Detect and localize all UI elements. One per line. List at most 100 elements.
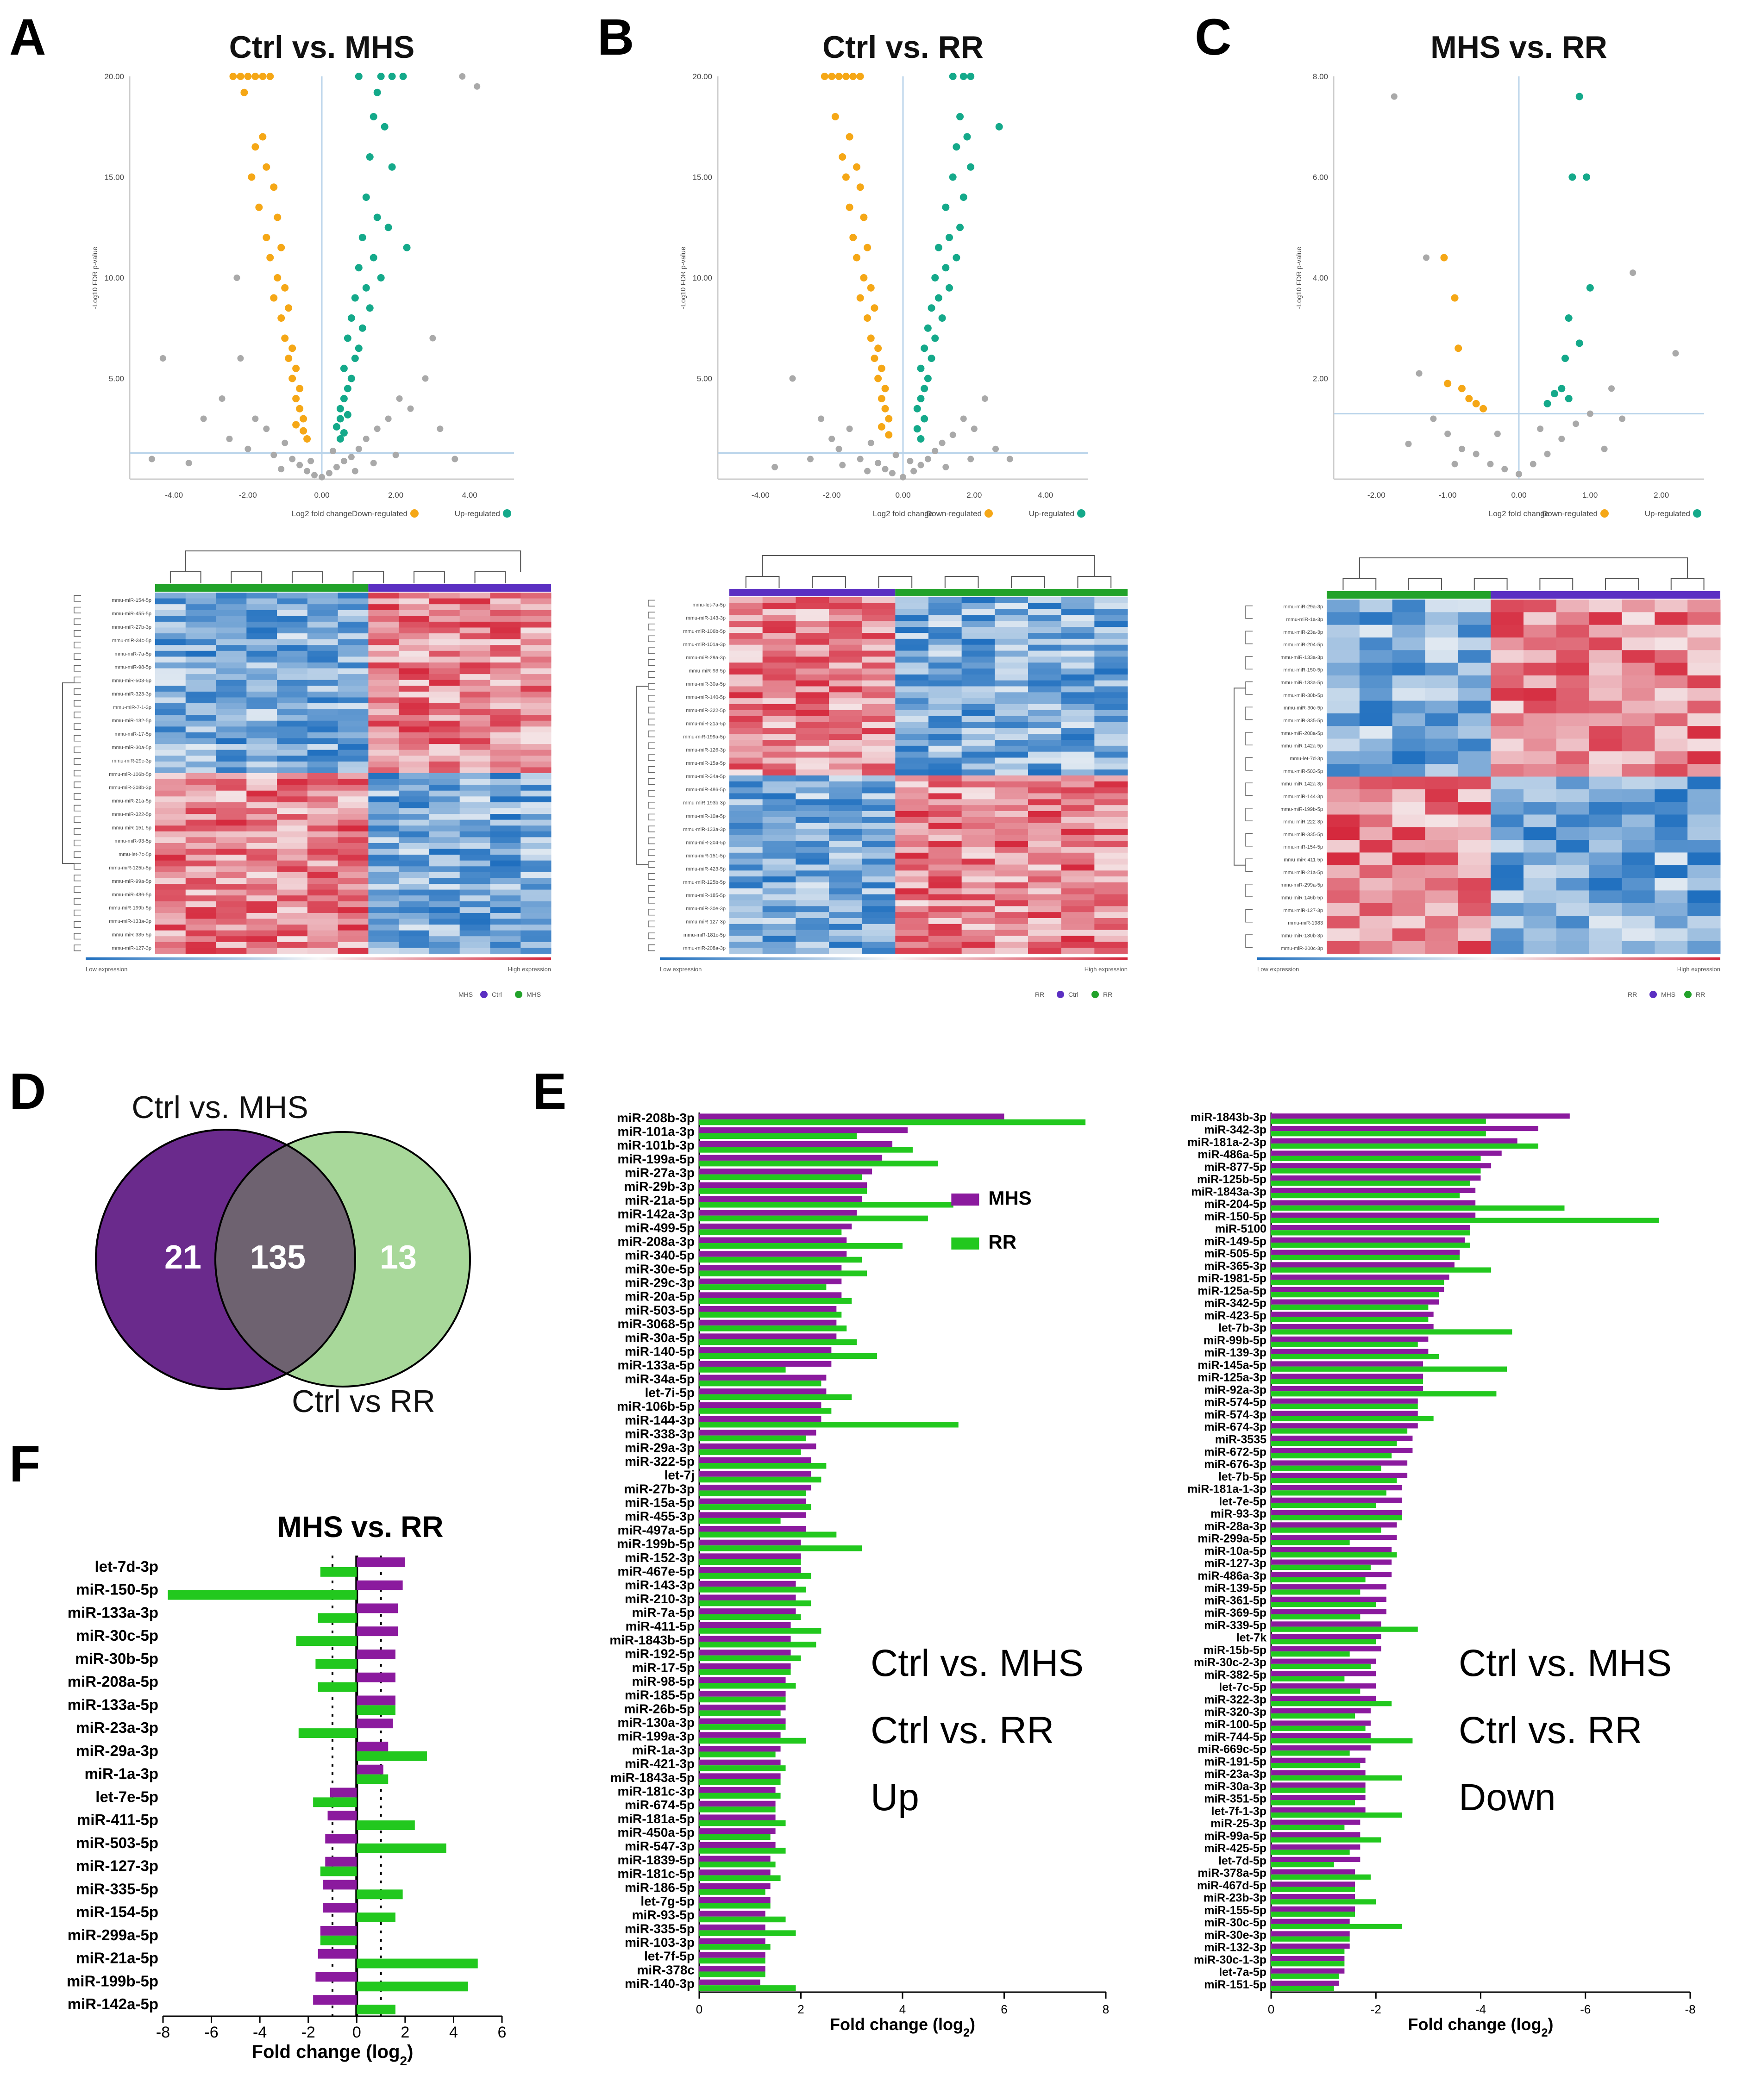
bar-rr: [1271, 1391, 1497, 1397]
heatmap-cell: [762, 906, 796, 912]
heatmap-cell: [216, 703, 247, 710]
heatmap-cell: [995, 627, 1028, 633]
y-tick-label: 5.00: [697, 375, 712, 383]
point-up-regulated: [358, 324, 366, 332]
bar-rr: [699, 1119, 1086, 1125]
row-dendrogram-branch: [648, 659, 655, 666]
heatmap-cell: [429, 866, 460, 873]
heatmap-cell: [185, 907, 217, 913]
category-label: miR-27a-3p: [625, 1166, 695, 1180]
heatmap-cell: [895, 858, 929, 865]
row-dendrogram-branch: [74, 851, 81, 858]
heatmap-cell: [185, 715, 217, 721]
heatmap-cell: [1061, 597, 1095, 604]
heatmap-cell: [1556, 865, 1590, 878]
category-label: miR-181a-2-3p: [1187, 1136, 1266, 1149]
heatmap-cell: [368, 790, 399, 797]
category-label: miR-450a-5p: [617, 1825, 695, 1840]
heatmap-cell: [155, 895, 186, 902]
heatmap-cell: [1028, 698, 1062, 705]
heatmap-cell: [961, 864, 995, 871]
heatmap-cell: [729, 847, 763, 853]
bar-mhs: [1271, 1497, 1402, 1503]
heatmap-cell: [729, 942, 763, 948]
point-up-regulated: [928, 304, 935, 312]
heatmap-cell: [1094, 864, 1128, 871]
legend-up-label: Up-regulated: [455, 509, 500, 518]
heatmap-cell: [429, 604, 460, 611]
heatmap-cell: [246, 697, 277, 704]
heatmap-cell: [185, 790, 217, 797]
bar-rr: [1271, 1527, 1381, 1533]
bar-mhs: [699, 1814, 776, 1820]
heatmap-cell: [185, 860, 217, 867]
heatmap-cell: [1524, 916, 1557, 929]
point-down-regulated: [1472, 400, 1480, 407]
heatmap-cell: [928, 656, 962, 663]
heatmap-cell: [1524, 814, 1557, 828]
heatmap-cell: [307, 697, 339, 704]
heatmap-cell: [429, 779, 460, 785]
heatmap-cell: [1028, 662, 1062, 669]
heatmap-cell: [520, 849, 552, 855]
y-tick-label: 4.00: [1313, 274, 1328, 282]
heatmap-cell: [307, 796, 339, 803]
heatmap-cell: [338, 942, 369, 948]
heatmap-cell: [928, 745, 962, 752]
heatmap-row-label: mmu-miR-101a-3p: [683, 642, 726, 648]
heatmap-cell: [490, 738, 521, 744]
bar-rr: [699, 1339, 857, 1345]
heatmap-cell: [895, 942, 929, 948]
heatmap-cell: [490, 843, 521, 850]
heatmap-cell: [1458, 738, 1491, 752]
heatmap-cell: [796, 805, 829, 812]
point-down-regulated: [292, 421, 300, 429]
heatmap-cell: [216, 919, 247, 925]
bar-rr: [699, 1174, 862, 1181]
heatmap-cell: [185, 744, 217, 750]
heatmap-cell: [185, 703, 217, 710]
heatmap-cell: [1094, 823, 1128, 829]
heatmap-cell: [895, 930, 929, 936]
heatmap-row-label: mmu-miR-133a-3p: [109, 919, 151, 925]
point-not-significant: [329, 448, 336, 455]
heatmap-row-label: mmu-miR-208a-3p: [683, 945, 726, 951]
point-not-significant: [1586, 410, 1593, 417]
point-up-regulated: [373, 88, 381, 96]
heatmap-cell: [1687, 612, 1721, 625]
heatmap-cell: [399, 819, 430, 826]
heatmap-cell: [216, 715, 247, 721]
point-not-significant: [385, 415, 392, 422]
heatmap-cell: [961, 751, 995, 758]
bar-rr: [1271, 1663, 1371, 1669]
heatmap-cell: [1028, 852, 1062, 859]
heatmap-cell: [246, 831, 277, 838]
heatmap-cell: [995, 906, 1028, 912]
heatmap-cell: [961, 858, 995, 865]
heatmap-cell: [1028, 793, 1062, 800]
heatmap-cell: [520, 697, 552, 704]
heatmap-cell: [862, 852, 896, 859]
heatmap-cell: [1094, 793, 1128, 800]
heatmap-cell: [1491, 751, 1524, 764]
heatmap-cell: [185, 837, 217, 844]
heatmap-cell: [490, 837, 521, 844]
category-label: miR-30a-5p: [625, 1331, 695, 1345]
bar-rr: [1271, 1255, 1460, 1260]
heatmap-row-label: mmu-let-7a-5p: [692, 602, 726, 608]
heatmap-cell: [520, 756, 552, 762]
bar-rr: [1271, 1502, 1376, 1508]
heatmap-cell: [829, 674, 863, 681]
heatmap-cell: [829, 627, 863, 633]
heatmap-cell: [1425, 814, 1458, 828]
heatmap-cell: [729, 662, 763, 669]
bar-rr: [699, 1325, 847, 1331]
heatmap-cell: [1491, 713, 1524, 726]
dendrogram-branch: [878, 576, 913, 588]
heatmap-cell: [762, 805, 796, 812]
heatmap-cell: [155, 889, 186, 896]
heatmap-cell: [338, 662, 369, 669]
bar-mhs: [357, 1626, 398, 1637]
point-up-regulated: [963, 133, 971, 141]
heatmap-cell: [796, 650, 829, 657]
